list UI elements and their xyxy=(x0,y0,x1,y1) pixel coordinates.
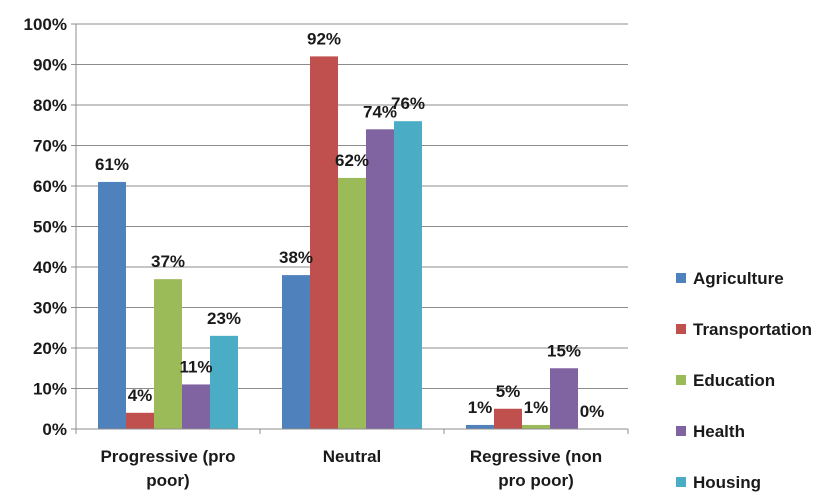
x-category-label-line: pro poor) xyxy=(498,471,574,490)
data-label: 5% xyxy=(496,382,521,401)
y-tick-label: 70% xyxy=(33,137,67,156)
x-category-label-line: poor) xyxy=(146,471,189,490)
bar-agriculture-0 xyxy=(98,181,126,429)
data-label: 4% xyxy=(128,386,153,405)
y-tick-label: 80% xyxy=(33,96,67,115)
y-tick-label: 30% xyxy=(33,299,67,318)
data-label: 37% xyxy=(151,252,185,271)
legend: Agriculture Transportation Education Health… xyxy=(676,269,812,492)
axes: 0% 10% 20% 30% 40% 50% 60% 70% 80% 90% 100% Progres… xyxy=(24,15,629,490)
data-label: 92% xyxy=(307,29,341,48)
legend-label-transportation: Transportation xyxy=(693,320,812,339)
bar-health-1 xyxy=(366,129,394,430)
x-category-label: Neutral xyxy=(323,447,382,466)
bar-health-2 xyxy=(550,368,578,429)
legend-label-agriculture: Agriculture xyxy=(693,269,784,288)
bar-transportation-0 xyxy=(126,412,154,429)
legend-label-health: Health xyxy=(693,422,745,441)
y-tick-label: 90% xyxy=(33,56,67,75)
y-tick-label: 50% xyxy=(33,218,67,237)
y-tick-label: 0% xyxy=(42,420,67,439)
x-category-label-line: Regressive (non xyxy=(470,447,602,466)
x-category-label: Regressive (non pro poor) xyxy=(470,447,602,490)
data-label: 23% xyxy=(207,309,241,328)
data-label: 76% xyxy=(391,94,425,113)
data-label: 1% xyxy=(524,398,549,417)
data-label: 11% xyxy=(179,357,212,376)
bar-agriculture-1 xyxy=(282,275,310,429)
x-category-label-line: Progressive (pro xyxy=(100,447,235,466)
y-tick-label: 40% xyxy=(33,258,67,277)
bar-agriculture-2 xyxy=(466,424,494,429)
data-label: 38% xyxy=(279,248,313,267)
bar-transportation-1 xyxy=(310,56,338,430)
bars xyxy=(98,56,578,430)
bar-education-2 xyxy=(522,424,550,429)
legend-label-housing: Housing xyxy=(693,473,761,492)
y-tick-label: 20% xyxy=(33,339,67,358)
y-tick-label: 10% xyxy=(33,380,67,399)
legend-label-education: Education xyxy=(693,371,775,390)
bar-education-1 xyxy=(338,177,366,429)
data-label: 61% xyxy=(95,155,129,174)
x-category-label: Progressive (pro poor) xyxy=(100,447,235,490)
y-tick-label: 60% xyxy=(33,177,67,196)
bar-education-0 xyxy=(154,279,182,429)
legend-swatch-health xyxy=(676,426,686,436)
legend-swatch-transportation xyxy=(676,324,686,334)
data-label: 74% xyxy=(363,102,397,121)
bar-transportation-2 xyxy=(494,408,522,429)
bar-health-0 xyxy=(182,384,210,429)
x-category-label-line: Neutral xyxy=(323,447,382,466)
legend-swatch-housing xyxy=(676,477,686,487)
y-tick-label: 100% xyxy=(24,15,67,34)
data-label: 1% xyxy=(468,398,493,417)
data-labels: 61% 4% 37% 11% 23% 38% 92% 62% 74%76% 1%5%1% 15% 0% xyxy=(95,29,604,421)
data-label: 15% xyxy=(547,341,581,360)
legend-swatch-education xyxy=(676,375,686,385)
legend-swatch-agriculture xyxy=(676,273,686,283)
data-label: 0% xyxy=(580,402,605,421)
data-label: 62% xyxy=(335,151,369,170)
bar-housing-1 xyxy=(394,121,422,429)
bar-housing-0 xyxy=(210,335,238,429)
